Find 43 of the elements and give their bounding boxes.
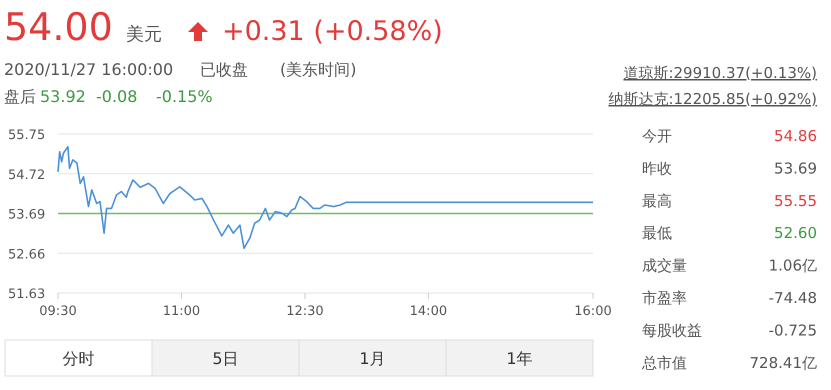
- text: 已收盘: [200, 60, 248, 79]
- text: 1.06亿: [768, 256, 817, 275]
- text: 52.60: [774, 224, 817, 242]
- text: 最高: [642, 192, 672, 210]
- text: 2020/11/27 16:00:00: [4, 60, 174, 79]
- text: 成交量: [642, 256, 687, 275]
- text: -0.08: [96, 87, 138, 106]
- text: -0.15%: [156, 87, 213, 106]
- text: -0.725: [768, 321, 817, 340]
- text: 市盈率: [642, 289, 687, 307]
- x-tick-label: 11:00: [162, 304, 200, 319]
- x-tick-label: 09:30: [39, 304, 77, 319]
- text: 53.69: [774, 159, 817, 178]
- y-tick-label: 53.69: [8, 208, 46, 222]
- text: 最低: [642, 224, 672, 242]
- text: 54.00: [4, 5, 113, 49]
- y-tick-label: 54.72: [8, 168, 46, 183]
- y-tick-label: 52.66: [8, 247, 46, 262]
- x-tick-label: 14:00: [410, 304, 448, 319]
- text: 纳斯达克:12205.85(+0.92%): [608, 90, 817, 108]
- text: 1年: [506, 349, 533, 368]
- text: 728.41亿: [750, 354, 817, 372]
- text: 今开: [642, 127, 672, 145]
- text: 盘后: [4, 87, 36, 106]
- text: 5日: [212, 349, 239, 368]
- text: 总市值: [641, 354, 687, 372]
- text: 道琼斯:29910.37(+0.13%): [623, 64, 817, 82]
- text: 53.92: [40, 87, 86, 106]
- text: 每股收益: [642, 321, 702, 340]
- text: -74.48: [768, 289, 817, 307]
- text: 54.86: [774, 127, 817, 145]
- text: +0.31 (+0.58%): [222, 16, 443, 47]
- text: 美元: [126, 24, 162, 45]
- text: 55.55: [774, 192, 817, 210]
- x-tick-label: 12:30: [286, 304, 324, 319]
- y-tick-label: 55.75: [8, 128, 46, 143]
- text: 1月: [359, 349, 386, 368]
- x-tick-label: 16:00: [574, 304, 612, 319]
- y-tick-label: 51.63: [8, 287, 46, 302]
- line-series: [57, 146, 594, 250]
- text: (美东时间): [280, 60, 356, 79]
- text: 昨收: [642, 159, 672, 178]
- text: 分时: [62, 349, 94, 368]
